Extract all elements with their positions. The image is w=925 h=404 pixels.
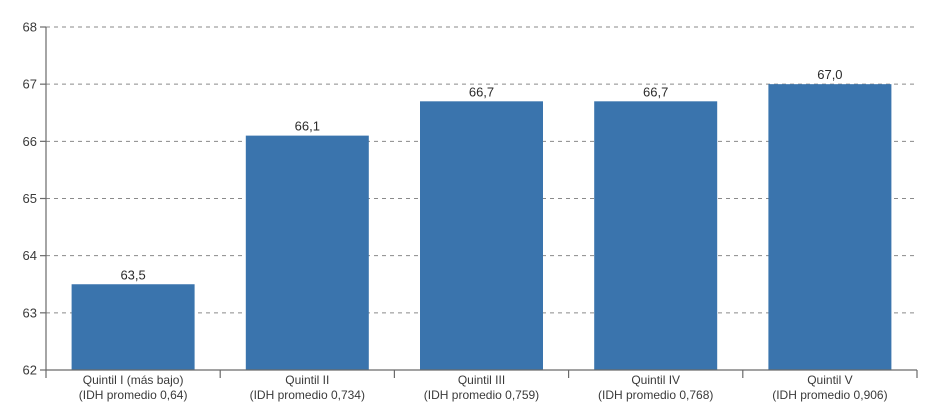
- y-tick-label: 62: [23, 363, 37, 378]
- x-category-sublabel: (IDH promedio 0,906): [772, 388, 887, 402]
- x-category-sublabel: (IDH promedio 0,64): [79, 388, 188, 402]
- x-category-sublabel: (IDH promedio 0,768): [598, 388, 713, 402]
- x-category-label: Quintil II: [285, 373, 329, 387]
- x-category-sublabel: (IDH promedio 0,734): [250, 388, 365, 402]
- data-label: 66,1: [295, 119, 320, 134]
- data-label: 66,7: [469, 84, 494, 99]
- bar: [768, 84, 892, 371]
- x-category-label: Quintil IV: [631, 373, 680, 387]
- data-label: 67,0: [817, 67, 842, 82]
- x-category-label: Quintil I (más bajo): [83, 373, 184, 387]
- x-axis: Quintil I (más bajo)(IDH promedio 0,64) Q…: [45, 27, 918, 402]
- y-tick-label: 67: [23, 77, 37, 92]
- x-category-label: Quintil III: [458, 373, 505, 387]
- data-labels: 63,5 66,1 66,7 66,7 67,0: [120, 67, 842, 282]
- x-category-label: Quintil V: [807, 373, 852, 387]
- bar: [420, 101, 543, 371]
- bar: [245, 135, 369, 370]
- y-tick-label: 65: [23, 191, 37, 206]
- y-axis-ticks: 62 63 64 65 66 67 68: [23, 20, 46, 378]
- data-label: 63,5: [120, 267, 145, 282]
- bar: [71, 284, 195, 370]
- x-category-sublabel: (IDH promedio 0,759): [424, 388, 539, 402]
- y-tick-label: 68: [23, 20, 37, 35]
- data-label: 66,7: [643, 84, 668, 99]
- bars: [71, 84, 892, 371]
- bar: [594, 101, 718, 371]
- y-tick-label: 64: [23, 248, 37, 263]
- y-tick-label: 66: [23, 134, 37, 149]
- y-tick-label: 63: [23, 305, 37, 320]
